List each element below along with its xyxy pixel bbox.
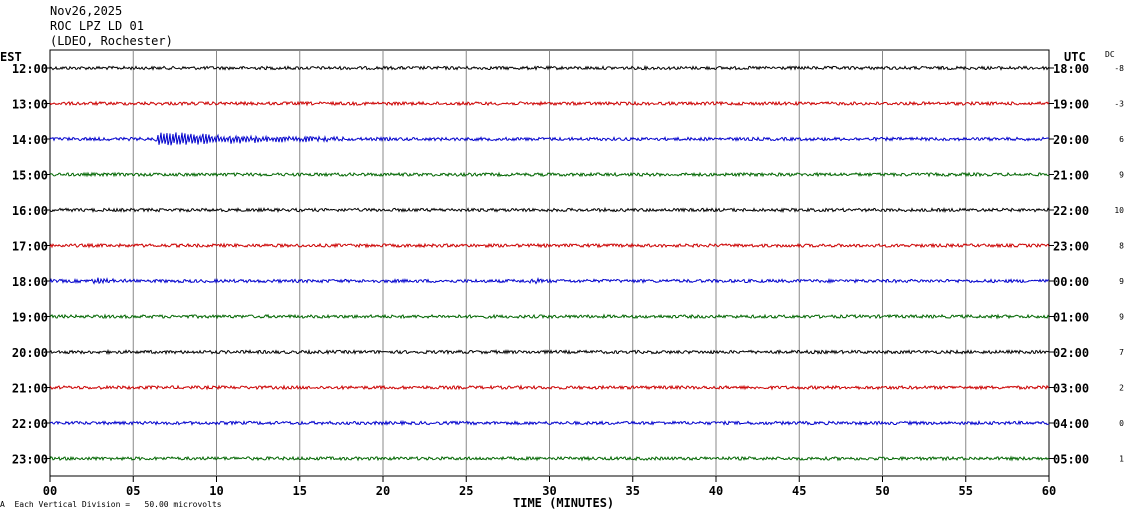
row-label-right: 23:00 <box>1053 240 1089 254</box>
row-label-left: 21:00 <box>12 382 48 396</box>
seismogram-traces <box>49 64 1050 462</box>
trace-row-19:00 <box>49 313 1050 320</box>
row-label-right: 00:00 <box>1053 275 1089 289</box>
row-label-left: 20:00 <box>12 346 48 360</box>
right-timezone-label: UTC <box>1064 50 1086 64</box>
dc-offset-value: 9 <box>1119 277 1124 286</box>
trace-row-13:00 <box>49 100 1050 107</box>
row-label-right: 18:00 <box>1053 62 1089 76</box>
row-label-left: 15:00 <box>12 169 48 183</box>
trace-row-14:00 <box>49 132 1050 146</box>
x-tick-label: 05 <box>126 484 140 498</box>
x-tick-label: 30 <box>542 484 556 498</box>
row-label-left: 13:00 <box>12 98 48 112</box>
row-label-right: 19:00 <box>1053 98 1089 112</box>
row-label-right: 21:00 <box>1053 169 1089 183</box>
x-axis-title: TIME (MINUTES) <box>513 496 615 510</box>
dc-offset-value: 2 <box>1119 384 1124 393</box>
row-label-right: 22:00 <box>1053 204 1089 218</box>
trace-row-17:00 <box>49 242 1050 249</box>
row-label-right: 01:00 <box>1053 311 1089 325</box>
row-label-right: 05:00 <box>1053 453 1089 467</box>
trace-row-12:00 <box>49 64 1050 71</box>
x-tick-label: 20 <box>376 484 390 498</box>
x-tick-label: 45 <box>792 484 806 498</box>
row-label-left: 14:00 <box>12 133 48 147</box>
row-label-left: 16:00 <box>12 204 48 218</box>
dc-offset-value: 10 <box>1114 206 1124 215</box>
row-label-left: 19:00 <box>12 311 48 325</box>
row-label-left: 17:00 <box>12 240 48 254</box>
dc-offset-value: 8 <box>1119 242 1124 251</box>
dc-offset-value: 7 <box>1119 348 1124 357</box>
trace-row-23:00 <box>49 455 1050 462</box>
dc-column-label: DC <box>1105 50 1115 59</box>
footnote-text: Each Vertical Division = 50.00 microvolt… <box>14 500 222 509</box>
dc-offset-value: 6 <box>1119 135 1124 144</box>
x-tick-label: 25 <box>459 484 473 498</box>
x-tick-label: 60 <box>1042 484 1056 498</box>
row-label-left: 23:00 <box>12 453 48 467</box>
row-label-left: 12:00 <box>12 62 48 76</box>
row-label-left: 22:00 <box>12 417 48 431</box>
trace-row-16:00 <box>49 206 1050 214</box>
footnote-scale: A Each Vertical Division = 50.00 microvo… <box>0 500 222 509</box>
x-tick-label: 50 <box>875 484 889 498</box>
trace-row-22:00 <box>49 419 1050 427</box>
dc-offset-value: 1 <box>1119 455 1124 464</box>
dc-offset-value: 9 <box>1119 171 1124 180</box>
dc-offset-value: -8 <box>1114 64 1124 73</box>
header-date: Nov26,2025 <box>50 4 123 18</box>
x-tick-label: 15 <box>293 484 307 498</box>
x-tick-label: 40 <box>709 484 723 498</box>
x-tick-label: 55 <box>959 484 973 498</box>
row-label-right: 03:00 <box>1053 382 1089 396</box>
trace-row-21:00 <box>49 384 1050 391</box>
x-tick-label: 00 <box>43 484 57 498</box>
trace-row-15:00 <box>49 171 1050 178</box>
trace-row-20:00 <box>49 348 1050 355</box>
left-timezone-label: EST <box>0 50 22 64</box>
row-label-left: 18:00 <box>12 275 48 289</box>
x-tick-label: 10 <box>209 484 223 498</box>
footnote-mark: A <box>0 500 5 509</box>
grid-lines <box>45 49 1054 482</box>
header-station: ROC LPZ LD 01 <box>50 19 144 33</box>
trace-row-18:00 <box>49 277 1050 285</box>
row-label-right: 02:00 <box>1053 346 1089 360</box>
row-label-right: 20:00 <box>1053 133 1089 147</box>
header-network: (LDEO, Rochester) <box>50 34 173 48</box>
row-label-right: 04:00 <box>1053 417 1089 431</box>
x-tick-label: 35 <box>626 484 640 498</box>
dc-offset-value: -3 <box>1114 100 1124 109</box>
dc-offset-value: 0 <box>1119 419 1124 428</box>
dc-offset-value: 9 <box>1119 313 1124 322</box>
